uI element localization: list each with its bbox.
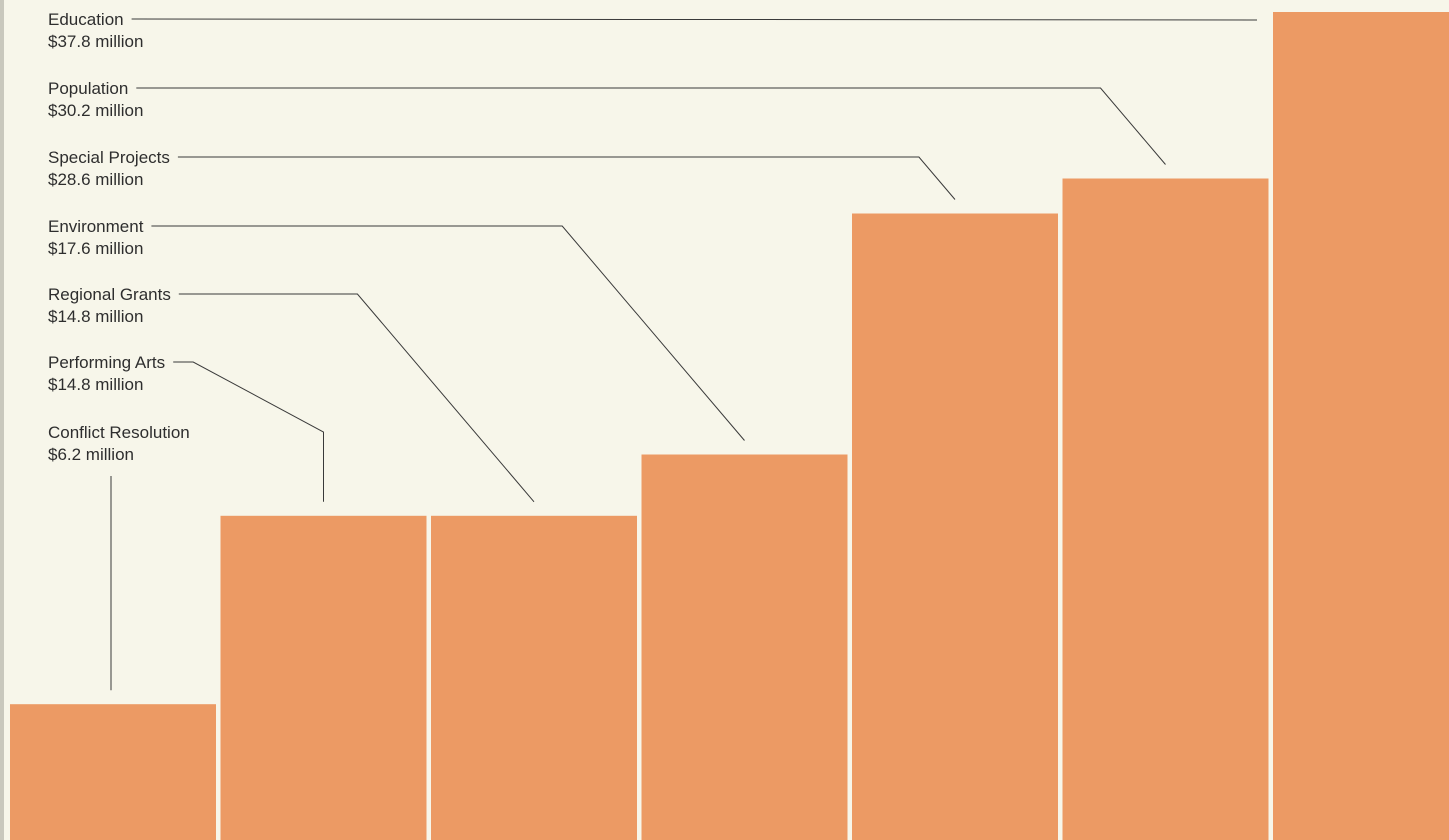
category-label-conflict-resolution: Conflict Resolution xyxy=(48,423,190,442)
value-label-environment: $17.6 million xyxy=(48,239,143,258)
bar-special-projects xyxy=(852,213,1058,840)
bar-education xyxy=(1273,12,1449,840)
value-label-special-projects: $28.6 million xyxy=(48,170,143,189)
leader-line-special-projects xyxy=(177,156,956,200)
bar-environment xyxy=(641,454,848,840)
leader-line-population xyxy=(136,87,1166,165)
category-label-regional-grants: Regional Grants xyxy=(48,285,171,304)
category-label-performing-arts: Performing Arts xyxy=(48,353,165,372)
leader-line-performing-arts xyxy=(173,361,324,502)
bar-regional-grants xyxy=(431,515,637,840)
value-label-population: $30.2 million xyxy=(48,101,143,120)
bar-performing-arts xyxy=(220,515,427,840)
category-label-special-projects: Special Projects xyxy=(48,148,170,167)
labels-layer: Conflict Resolution $6.2 million Performin… xyxy=(48,10,190,464)
value-label-education: $37.8 million xyxy=(48,32,143,51)
leader-line-education xyxy=(131,18,1258,21)
page-edge xyxy=(0,0,4,840)
bars-layer xyxy=(10,12,1449,840)
bar-population xyxy=(1062,178,1269,840)
category-label-education: Education xyxy=(48,10,124,29)
category-label-environment: Environment xyxy=(48,217,144,236)
leaders-layer xyxy=(110,18,1258,691)
value-label-conflict-resolution: $6.2 million xyxy=(48,445,134,464)
bar-conflict-resolution xyxy=(10,704,216,840)
category-label-population: Population xyxy=(48,79,128,98)
value-label-performing-arts: $14.8 million xyxy=(48,375,143,394)
leader-line-regional-grants xyxy=(178,293,535,503)
value-label-regional-grants: $14.8 million xyxy=(48,307,143,326)
leader-line-environment xyxy=(151,225,745,441)
